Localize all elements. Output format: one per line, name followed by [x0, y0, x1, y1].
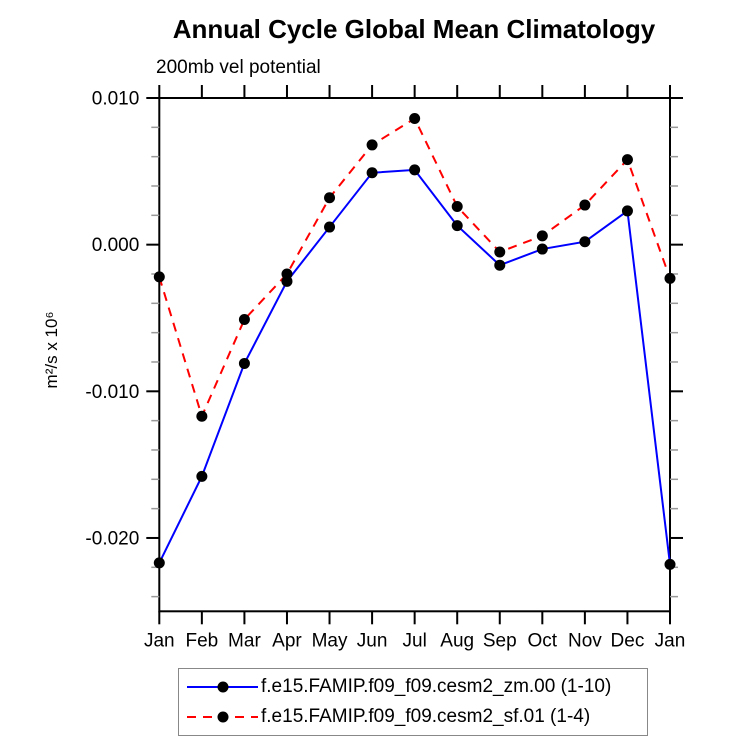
x-tick-label: Nov	[568, 630, 602, 651]
data-point-series1-oct-9	[536, 230, 548, 242]
data-point-series1-apr-3	[281, 268, 293, 280]
data-point-series1-jun-5	[366, 139, 378, 151]
x-tick-label: May	[312, 630, 348, 651]
y-tick-label: 0.000	[92, 235, 140, 256]
legend-label-1: f.e15.FAMIP.f09_f09.cesm2_sf.01 (1-4)	[261, 706, 591, 727]
x-tick-label: Oct	[528, 630, 558, 651]
x-tick-label: Aug	[440, 630, 474, 651]
x-tick-label: Mar	[228, 630, 261, 651]
x-tick-label: Jan	[144, 630, 175, 651]
data-point-series0-dec-11	[621, 205, 633, 217]
y-tick-label: -0.020	[85, 528, 139, 549]
data-point-series1-jan-12	[664, 272, 676, 284]
data-point-series1-dec-11	[621, 154, 633, 166]
data-point-series0-sep-8	[494, 259, 506, 271]
data-point-series0-jul-6	[409, 164, 421, 176]
series-line-1	[158, 117, 671, 420]
data-point-series0-nov-10	[579, 236, 591, 248]
x-tick-label: Feb	[185, 630, 218, 651]
data-point-series0-mar-2	[238, 357, 250, 369]
legend-line-sample-dashed	[187, 711, 258, 723]
legend-item-0: f.e15.FAMIP.f09_f09.cesm2_zm.00 (1-10)	[183, 672, 647, 702]
data-point-series1-sep-8	[494, 246, 506, 258]
legend-marker-icon	[217, 681, 229, 693]
data-point-series1-feb-1	[196, 410, 208, 422]
legend-marker-icon	[217, 711, 229, 723]
y-tick-label: -0.010	[85, 382, 139, 403]
data-point-series0-may-4	[324, 221, 336, 233]
x-tick-label: Jan	[655, 630, 686, 651]
data-point-series1-mar-2	[238, 313, 250, 325]
data-point-series0-feb-1	[196, 470, 208, 482]
data-point-series1-jul-6	[409, 113, 421, 125]
data-point-series1-may-4	[324, 192, 336, 204]
x-tick-label: Jul	[403, 630, 427, 651]
x-tick-label: Jun	[357, 630, 388, 651]
series-line-0	[158, 168, 671, 565]
legend-line-sample-solid	[187, 681, 258, 693]
data-point-series1-nov-10	[579, 199, 591, 211]
data-point-series1-aug-7	[451, 201, 463, 213]
chart-subtitle: 200mb vel potential	[156, 57, 321, 78]
legend: f.e15.FAMIP.f09_f09.cesm2_zm.00 (1-10) f…	[178, 668, 648, 736]
data-point-series0-jan-12	[664, 558, 676, 570]
data-point-series0-jan-0	[153, 557, 165, 569]
legend-label-0: f.e15.FAMIP.f09_f09.cesm2_zm.00 (1-10)	[261, 676, 612, 697]
y-tick-label: 0.010	[92, 89, 140, 110]
x-tick-label: Dec	[611, 630, 645, 651]
legend-item-1: f.e15.FAMIP.f09_f09.cesm2_sf.01 (1-4)	[183, 702, 647, 732]
data-point-series0-oct-9	[536, 243, 548, 255]
x-tick-label: Sep	[483, 630, 517, 651]
x-tick-label: Apr	[272, 630, 302, 651]
data-point-series0-aug-7	[451, 220, 463, 232]
data-point-series0-jun-5	[366, 167, 378, 179]
chart-title: Annual Cycle Global Mean Climatology	[172, 14, 656, 44]
data-point-series1-jan-0	[153, 271, 165, 283]
